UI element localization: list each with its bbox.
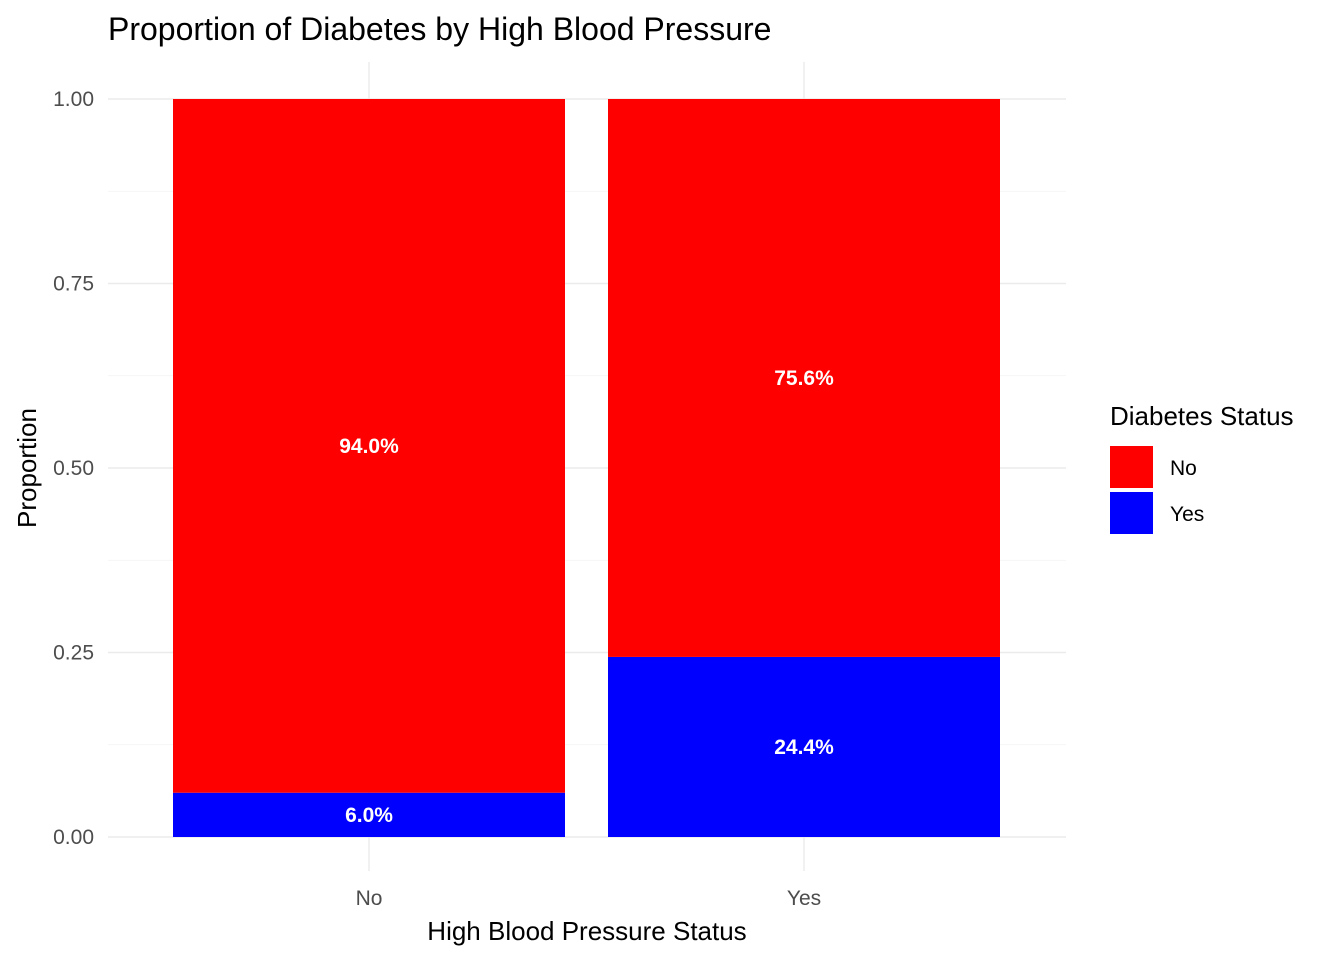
data-label: 24.4%: [774, 736, 834, 759]
y-tick-label: 0.50: [53, 457, 94, 480]
x-axis-ticks: No Yes: [356, 887, 822, 910]
legend-title: Diabetes Status: [1110, 401, 1294, 431]
y-axis-title: Proportion: [12, 408, 42, 528]
y-tick-label: 0.25: [53, 642, 94, 665]
legend-key-yes: [1110, 492, 1153, 534]
x-tick-label: No: [356, 887, 383, 910]
bar-no-yes: [173, 792, 565, 837]
bar-yes-yes: [608, 656, 1000, 837]
bars: 6.0% 94.0% 24.4% 75.6%: [173, 99, 1000, 837]
x-tick-label: Yes: [787, 887, 821, 910]
legend: Diabetes Status No Yes: [1110, 401, 1294, 534]
legend-key-no: [1110, 446, 1153, 488]
data-label: 6.0%: [345, 804, 393, 827]
chart-title: Proportion of Diabetes by High Blood Pre…: [108, 11, 771, 47]
legend-label-no: No: [1170, 457, 1197, 480]
data-label: 75.6%: [774, 367, 834, 390]
y-tick-label: 0.00: [53, 826, 94, 849]
x-axis-title: High Blood Pressure Status: [427, 916, 746, 946]
legend-label-yes: Yes: [1170, 503, 1204, 526]
y-tick-label: 1.00: [53, 88, 94, 111]
data-label: 94.0%: [339, 435, 399, 458]
bar-yes-no: [608, 99, 1000, 657]
bar-no-no: [173, 99, 565, 793]
y-axis-ticks: 0.00 0.25 0.50 0.75 1.00: [53, 88, 94, 849]
y-tick-label: 0.75: [53, 273, 94, 296]
